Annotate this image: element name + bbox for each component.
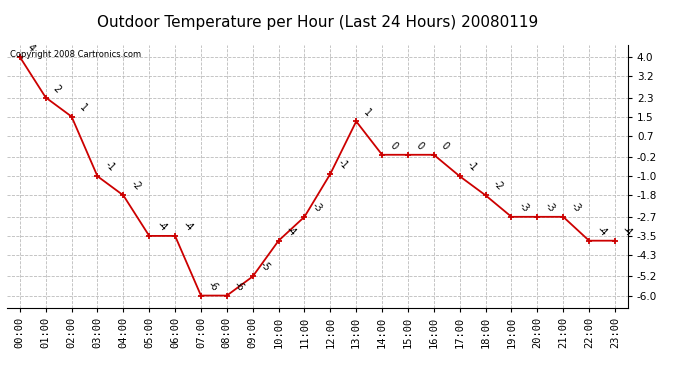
Text: -1: -1: [336, 157, 350, 171]
Text: 1: 1: [362, 107, 373, 118]
Text: 0: 0: [413, 141, 425, 152]
Text: Copyright 2008 Cartronics.com: Copyright 2008 Cartronics.com: [10, 50, 141, 59]
Text: -4: -4: [284, 224, 298, 238]
Text: -4: -4: [620, 224, 634, 238]
Text: 4: 4: [26, 43, 37, 54]
Text: -1: -1: [465, 160, 479, 174]
Text: -4: -4: [595, 224, 609, 238]
Text: -6: -6: [233, 279, 246, 293]
Text: -6: -6: [206, 279, 220, 293]
Text: -1: -1: [103, 160, 117, 174]
Text: -3: -3: [569, 200, 582, 214]
Text: -3: -3: [310, 200, 324, 214]
Text: -2: -2: [491, 178, 505, 193]
Text: 0: 0: [388, 141, 399, 152]
Text: 0: 0: [440, 141, 451, 152]
Text: -5: -5: [258, 260, 273, 274]
Text: Outdoor Temperature per Hour (Last 24 Hours) 20080119: Outdoor Temperature per Hour (Last 24 Ho…: [97, 15, 538, 30]
Text: -3: -3: [543, 200, 557, 214]
Text: -4: -4: [155, 219, 168, 233]
Text: 1: 1: [77, 102, 88, 114]
Text: -3: -3: [517, 200, 531, 214]
Text: -2: -2: [129, 178, 143, 193]
Text: -4: -4: [181, 219, 195, 233]
Text: 2: 2: [51, 83, 63, 95]
